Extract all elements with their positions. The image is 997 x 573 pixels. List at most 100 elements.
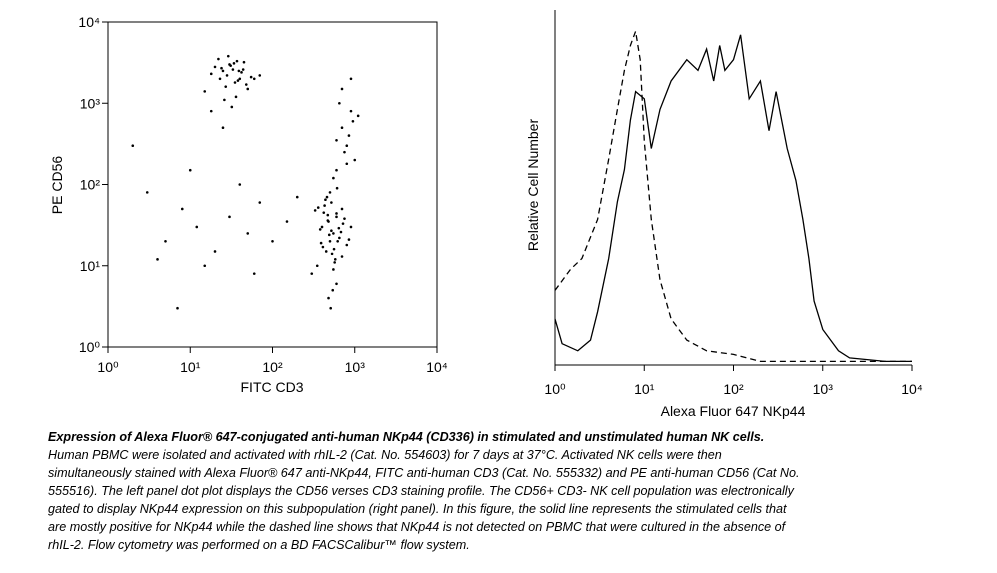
dot [337,226,341,230]
dot [335,282,338,286]
dot [234,95,238,99]
figure: 10⁰ 10¹ 10² 10³ 10⁴ 10⁰ 10¹ 10² 10³ 10⁴ FITC CD3 PE… [49,10,923,419]
dot [252,272,256,275]
dot [335,215,338,219]
dot [329,306,332,310]
dot [345,243,349,247]
dot [188,168,192,172]
dot [338,236,341,240]
dot [323,204,326,207]
dot [326,213,330,217]
dot [339,230,343,234]
y-tick-label: 10⁴ [78,14,100,30]
y-tick-label: 10¹ [80,258,101,274]
caption-text: Human PBMC were isolated and activated w… [48,448,800,552]
dot [335,212,338,215]
dot [233,81,237,84]
dot [330,201,333,204]
dot [258,74,262,77]
dot [347,238,351,241]
dot [340,126,344,130]
dot [246,232,250,235]
dot [335,138,338,142]
x-axis-label: Alexa Fluor 647 NKp44 [661,403,806,419]
dot [330,252,334,256]
x-tick-label: 10³ [813,381,834,397]
dot [353,158,357,162]
x-tick-label: 10² [723,381,744,397]
x-tick-label: 10¹ [634,381,655,397]
dot [244,83,248,86]
dot [221,126,225,130]
dot [326,219,330,222]
dot [231,68,235,71]
dot [335,186,339,190]
histogram-line [554,28,912,363]
x-tick-label: 10² [262,359,283,375]
dot [176,306,179,310]
dot [285,220,289,223]
y-tick-label: 10⁰ [79,339,101,355]
dot [319,241,323,245]
dot [327,233,331,237]
dot [322,211,326,214]
dot [209,72,213,76]
dot [315,264,319,268]
dot [336,239,339,243]
dot [313,209,317,212]
dot [238,183,242,186]
dot [235,59,239,63]
dot [224,85,228,88]
dot [221,69,225,73]
x-axis-label: FITC CD3 [241,379,304,395]
dot [225,74,229,77]
dot [343,150,346,154]
dot [349,77,353,81]
dot [338,101,341,105]
dot [131,144,135,148]
dot [332,176,335,180]
dot [343,217,346,220]
dot [249,75,253,79]
dot [156,258,159,261]
dot [316,206,320,209]
dot [236,79,240,82]
dot [325,195,329,199]
x-tick-label: 10³ [345,359,366,375]
dot [340,255,344,258]
dot [349,225,353,229]
dot [324,198,327,202]
dot [203,90,207,93]
dot [327,296,330,300]
dot [246,87,250,91]
dot [203,264,207,268]
x-tick-label: 10⁴ [426,359,448,375]
dot [240,71,243,74]
y-tick-label: 10³ [80,95,101,111]
dot [271,239,274,243]
dot [229,64,232,67]
dot [230,105,234,109]
dot [217,57,220,61]
histogram-line [554,34,912,363]
dot [345,144,349,148]
dot [238,77,242,81]
dot [242,60,246,64]
dot [213,250,217,253]
y-tick-label: 10² [80,177,101,193]
dot [195,225,199,229]
dot [145,191,149,194]
dot [164,239,167,243]
x-tick-label: 10⁰ [97,359,119,375]
dot [228,215,231,219]
dot [330,229,333,233]
dot [213,65,217,69]
dot [252,77,256,81]
dot [332,247,336,251]
dot [324,250,328,253]
dot [340,87,344,91]
x-tick-label: 10⁰ [544,381,566,397]
dot [223,98,226,102]
caption-title: Expression of Alexa Fluor® 647-conjugate… [48,430,765,444]
